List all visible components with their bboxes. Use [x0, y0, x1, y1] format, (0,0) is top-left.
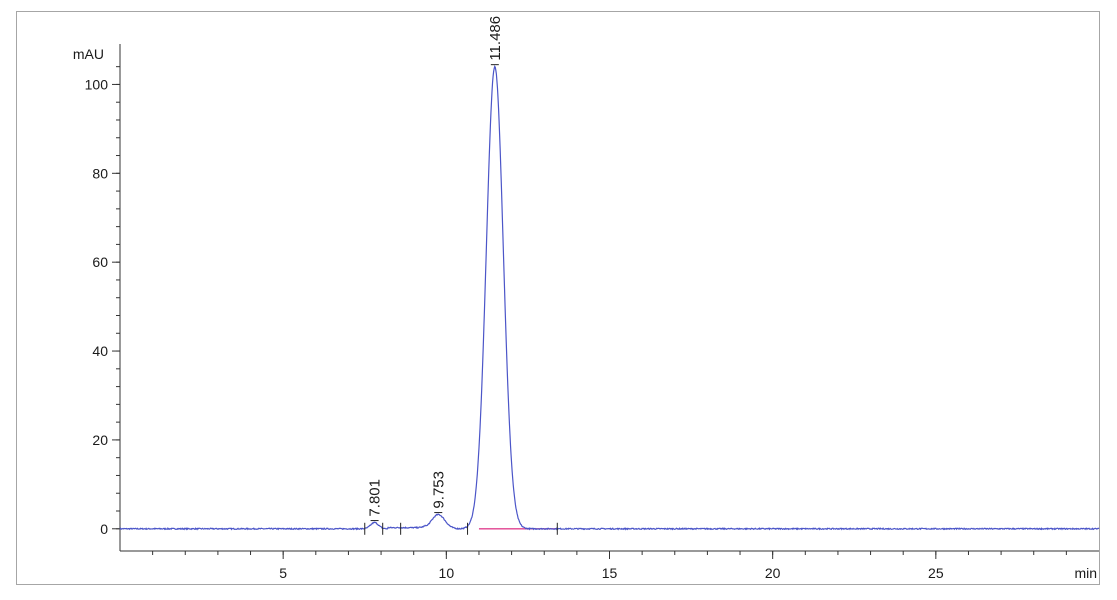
peak-label: 11.486 [487, 16, 504, 61]
y-tick-label: 40 [92, 343, 108, 359]
y-axis-title: mAU [73, 46, 104, 62]
signal-trace [119, 65, 1100, 531]
y-tick-label: 100 [85, 76, 109, 92]
x-ticks: 5 10 15 20 25 [152, 551, 1067, 581]
x-tick-label: 15 [602, 565, 618, 581]
x-tick-label: 5 [279, 565, 287, 581]
chart-frame [16, 11, 1100, 585]
integration-markers [364, 522, 558, 535]
axes [119, 44, 1099, 552]
y-tick-label: 20 [92, 432, 108, 448]
y-tick-label: 80 [92, 165, 108, 181]
x-axis-title: min [1074, 565, 1097, 581]
peak-label: 7.801 [367, 479, 384, 517]
x-tick-label: 25 [928, 565, 944, 581]
y-ticks: 0 20 40 60 80 100 [85, 66, 120, 537]
y-tick-label: 0 [100, 521, 108, 537]
y-tick-label: 60 [92, 254, 108, 270]
peak-labels: 7.801 9.753 11.486 [367, 16, 504, 522]
x-tick-label: 20 [765, 565, 781, 581]
peak-label: 9.753 [430, 471, 447, 509]
x-tick-label: 10 [439, 565, 455, 581]
